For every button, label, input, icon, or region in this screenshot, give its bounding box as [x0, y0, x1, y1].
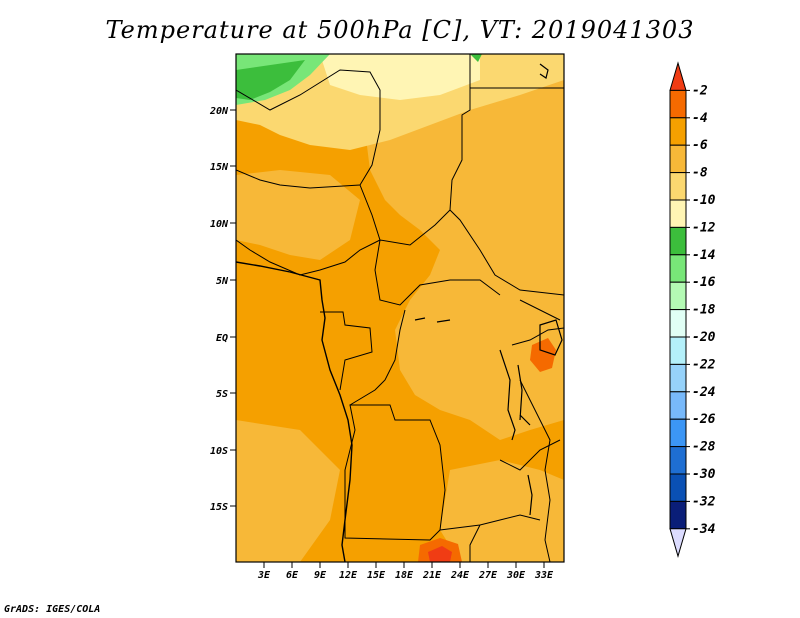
lon-label-6e: 6E — [286, 570, 299, 581]
lat-label-15s: 15S — [210, 502, 228, 513]
legend-swatch — [669, 144, 687, 174]
legend-label: -32 — [692, 494, 716, 509]
legend-label: -4 — [692, 111, 708, 126]
legend-swatch — [669, 172, 687, 201]
lon-label-12e: 12E — [339, 570, 358, 581]
field-warm-south-core — [428, 546, 452, 562]
legend-swatch-bottom — [669, 528, 687, 558]
lon-label-18e: 18E — [395, 570, 414, 581]
legend-swatch — [669, 336, 687, 365]
legend-swatch — [669, 418, 687, 448]
lon-label-21e: 21E — [422, 570, 442, 581]
legend-swatch — [669, 391, 687, 420]
lon-label-27e: 27E — [478, 570, 498, 581]
legend-swatch — [669, 226, 687, 256]
field-southeast-warm — [440, 460, 564, 562]
legend-label: -24 — [692, 385, 716, 400]
legend-swatch — [669, 254, 687, 283]
lat-label-eq: EQ — [216, 333, 228, 344]
lon-label-30e: 30E — [506, 570, 526, 581]
lon-label-9e: 9E — [314, 570, 327, 581]
legend-label: -26 — [692, 412, 716, 427]
lakes — [414, 63, 563, 516]
lon-ticks — [263, 562, 545, 568]
legend-swatch — [669, 446, 687, 475]
legend-swatch — [669, 199, 687, 228]
legend-swatch-top — [669, 61, 687, 91]
legend-swatch — [669, 89, 687, 119]
legend-swatch — [669, 117, 687, 146]
legend-label: -6 — [692, 138, 708, 153]
legend-label: -28 — [692, 440, 716, 455]
field-eastern-warm — [365, 70, 564, 440]
legend-label: -8 — [692, 166, 708, 181]
grads-credit: GrADS: IGES/COLA — [4, 604, 101, 615]
map-title: Temperature at 500hPa [C], VT: 201904130… — [105, 16, 695, 44]
legend-label: -34 — [692, 522, 716, 537]
lon-labels: 3E 6E 9E 12E 15E 18E 21E 24E 27E 30E 33E — [257, 570, 554, 581]
legend-label: -10 — [692, 193, 716, 208]
legend-swatch — [669, 363, 687, 393]
field-north-coolest — [320, 54, 480, 100]
legend-label: -2 — [692, 83, 708, 98]
field-west-warm — [236, 170, 360, 260]
legend-label: -22 — [692, 357, 716, 372]
legend-labels: -2 -4 -6 -8 -10 -12 -14 -16 -18 -20 -22 -24 -26 -28 -3… — [686, 83, 716, 537]
lon-label-33e: 33E — [534, 570, 554, 581]
lat-label-20n: 20N — [209, 106, 229, 117]
legend-label: -14 — [692, 248, 716, 263]
country-borders — [236, 54, 564, 562]
lon-label-24e: 24E — [450, 570, 470, 581]
coastline — [235, 261, 353, 563]
legend-label: -30 — [692, 467, 716, 482]
field-cold-green — [236, 60, 305, 100]
legend-label: -18 — [692, 303, 716, 318]
field-north-cool — [236, 54, 564, 150]
legend-label: -12 — [692, 220, 716, 235]
lat-ticks — [230, 109, 236, 507]
legend-swatch — [669, 500, 687, 530]
lat-label-10n: 10N — [210, 219, 229, 230]
legend-swatch — [669, 309, 687, 338]
lat-labels: 20N 15N 10N 5N EQ 5S 10S 15S — [209, 106, 229, 513]
lat-label-15n: 15N — [210, 162, 229, 173]
lat-label-5n: 5N — [216, 276, 229, 287]
legend-swatch — [669, 281, 687, 311]
legend-swatches — [669, 61, 687, 558]
legend-swatch — [669, 473, 687, 502]
lon-label-3e: 3E — [257, 570, 271, 581]
legend-label: -20 — [692, 330, 716, 345]
lat-label-5s: 5S — [216, 389, 228, 400]
field-warm-east — [530, 338, 556, 372]
lon-label-15e: 15E — [367, 570, 386, 581]
legend-label: -16 — [692, 275, 716, 290]
field-green-spot — [470, 54, 482, 62]
field-south-warm — [236, 420, 340, 562]
map-frame — [235, 53, 565, 563]
lat-label-10s: 10S — [210, 446, 228, 457]
